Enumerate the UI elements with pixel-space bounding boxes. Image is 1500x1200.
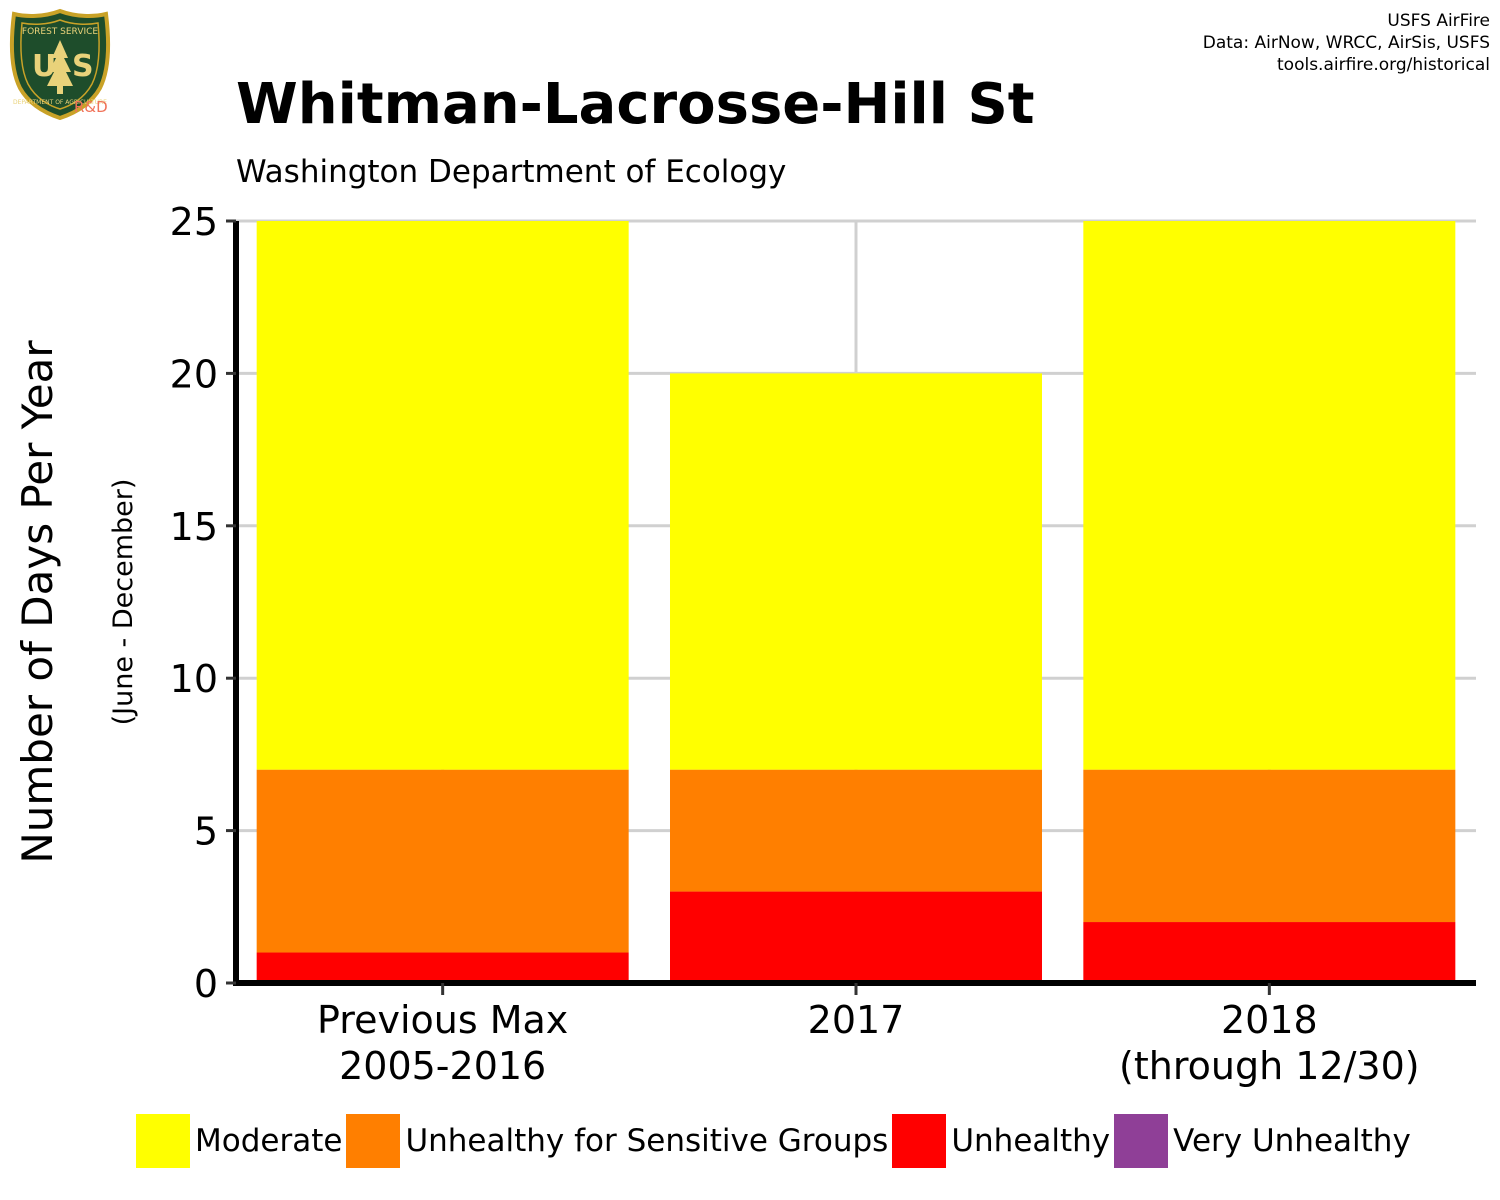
y-tick-label: 20 <box>170 352 218 396</box>
legend-swatch <box>346 1114 401 1168</box>
bar-segment-unhealthy <box>256 952 629 983</box>
y-tick-label: 15 <box>170 505 218 549</box>
credit-line: USFS AirFire <box>1387 11 1490 31</box>
chart-title: Whitman-Lacrosse-Hill St <box>236 72 1035 137</box>
bar-segment-unhealthy-for-sensitive-groups <box>670 769 1042 892</box>
x-tick-label: Previous Max <box>317 998 568 1042</box>
x-tick-label: (through 12/30) <box>1119 1044 1420 1088</box>
bar-segment-moderate <box>256 221 629 770</box>
x-tick-label: 2005-2016 <box>339 1044 546 1088</box>
legend-swatch <box>1114 1114 1169 1168</box>
y-tick-label: 25 <box>170 200 218 244</box>
legend-label: Moderate <box>195 1123 343 1159</box>
legend-item-unhealthy: Unhealthy <box>892 1114 1110 1168</box>
legend-item-usg: Unhealthy for Sensitive Groups <box>346 1114 888 1168</box>
rd-badge: R&D <box>74 98 108 116</box>
y-axis-title: Number of Days Per Year <box>13 340 62 864</box>
legend-swatch <box>136 1114 190 1168</box>
bar-segment-moderate <box>670 373 1042 770</box>
credit-line: Data: AirNow, WRCC, AirSis, USFS <box>1202 33 1490 53</box>
bar-segment-unhealthy-for-sensitive-groups <box>1083 769 1456 923</box>
bar-segment-unhealthy <box>1083 922 1456 983</box>
svg-text:FOREST SERVICE: FOREST SERVICE <box>22 27 99 37</box>
legend: Moderate Unhealthy for Sensitive Groups … <box>136 1113 1415 1169</box>
y-tick-label: 0 <box>194 962 218 1006</box>
credit-line: tools.airfire.org/historical <box>1277 55 1490 75</box>
legend-item-moderate: Moderate <box>136 1114 342 1168</box>
legend-label: Unhealthy <box>951 1123 1111 1159</box>
bar-segment-unhealthy <box>670 891 1042 983</box>
legend-label: Very Unhealthy <box>1173 1123 1411 1159</box>
x-tick-label: 2017 <box>808 998 905 1042</box>
usfs-shield-icon: FOREST SERVICE U S DEPARTMENT OF AGRICUL… <box>9 8 111 120</box>
chart-subtitle: Washington Department of Ecology <box>236 154 787 190</box>
y-tick-label: 5 <box>194 810 218 854</box>
svg-text:S: S <box>72 49 94 84</box>
legend-swatch <box>892 1114 947 1168</box>
credits: USFS AirFire Data: AirNow, WRCC, AirSis,… <box>1203 10 1490 76</box>
bar-segment-unhealthy-for-sensitive-groups <box>256 769 629 953</box>
bar-segment-moderate <box>1083 221 1456 770</box>
y-tick-label: 10 <box>170 657 218 701</box>
y-axis-subtitle: (June - December) <box>108 479 139 726</box>
svg-text:DEPARTMENT OF AGRICULTURE: DEPARTMENT OF AGRICULTURE <box>13 99 107 106</box>
x-tick-label: 2018 <box>1221 998 1318 1042</box>
legend-label: Unhealthy for Sensitive Groups <box>405 1123 889 1159</box>
legend-item-very-unhealthy: Very Unhealthy <box>1114 1114 1411 1168</box>
